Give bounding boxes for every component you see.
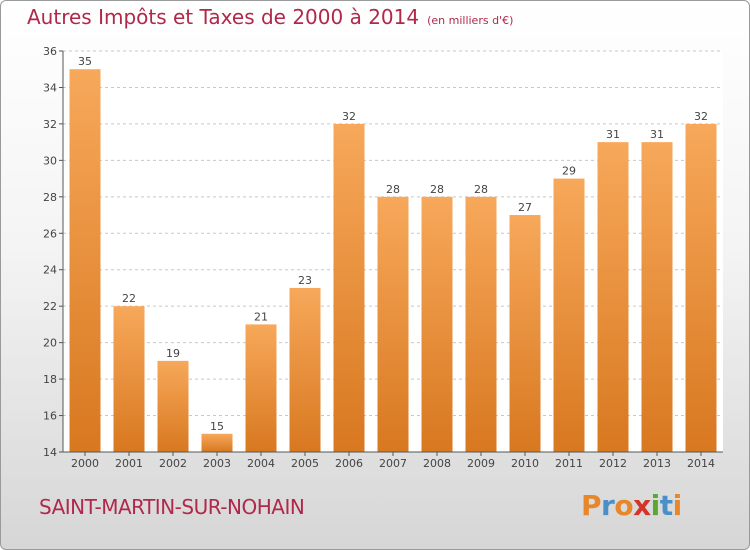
- x-tick-label: 2012: [599, 457, 627, 470]
- bar-2003: [201, 433, 233, 452]
- data-label: 28: [386, 183, 400, 196]
- logo-letter: P: [581, 489, 602, 522]
- bar-2011: [553, 178, 585, 452]
- bar-2014: [685, 123, 717, 452]
- logo-letter: i: [650, 489, 661, 522]
- proxiti-logo: Proxiti: [581, 489, 682, 522]
- x-tick-label: 2000: [71, 457, 99, 470]
- data-label: 32: [694, 110, 708, 123]
- logo-letter: t: [659, 489, 673, 522]
- x-tick-label: 2005: [291, 457, 319, 470]
- logo-letter: o: [614, 489, 634, 522]
- x-tick-label: 2011: [555, 457, 583, 470]
- logo-letter: r: [601, 489, 615, 522]
- data-label: 22: [122, 292, 136, 305]
- logo-letter: i: [672, 489, 683, 522]
- x-tick-label: 2001: [115, 457, 143, 470]
- x-tick-label: 2014: [687, 457, 715, 470]
- data-label: 31: [650, 128, 664, 141]
- bar-2009: [465, 196, 497, 452]
- y-tick-label: 30: [43, 154, 57, 167]
- data-label: 27: [518, 201, 532, 214]
- x-tick-label: 2006: [335, 457, 363, 470]
- y-tick-label: 20: [43, 337, 57, 350]
- x-tick-label: 2008: [423, 457, 451, 470]
- data-label: 21: [254, 310, 268, 323]
- x-tick-label: 2004: [247, 457, 275, 470]
- data-label: 32: [342, 110, 356, 123]
- y-tick-label: 26: [43, 227, 57, 240]
- bar-2004: [245, 324, 277, 452]
- bar-2007: [377, 196, 409, 452]
- x-tick-labels: 2000 2001 2002 2003 2004 2005 2006 2007 2008 2009…: [71, 452, 715, 470]
- bar-2000: [69, 69, 101, 453]
- bar-2010: [509, 215, 541, 452]
- data-label: 15: [210, 420, 224, 433]
- x-tick-label: 2009: [467, 457, 495, 470]
- data-label: 35: [78, 55, 92, 68]
- y-tick-label: 14: [43, 446, 57, 459]
- y-tick-label: 34: [43, 81, 57, 94]
- bar-2002: [157, 360, 189, 452]
- bar-2012: [597, 142, 629, 453]
- bars: [69, 69, 717, 453]
- bar-2005: [289, 287, 321, 452]
- chart-title: Autres Impôts et Taxes de 2000 à 2014: [27, 5, 420, 29]
- data-labels: 35 22 19 15 21 23 32 28 28 28 27 29 31 31 32: [78, 55, 708, 433]
- y-tick-label: 28: [43, 191, 57, 204]
- x-tick-label: 2003: [203, 457, 231, 470]
- y-tick-label: 22: [43, 300, 57, 313]
- logo-letter: x: [633, 489, 651, 522]
- x-tick-label: 2010: [511, 457, 539, 470]
- data-label: 23: [298, 274, 312, 287]
- y-tick-label: 16: [43, 410, 57, 423]
- x-tick-label: 2002: [159, 457, 187, 470]
- commune-name: SAINT-MARTIN-SUR-NOHAIN: [39, 495, 305, 519]
- data-label: 28: [430, 183, 444, 196]
- bar-2013: [641, 142, 673, 453]
- x-tick-label: 2013: [643, 457, 671, 470]
- y-tick-label: 24: [43, 264, 57, 277]
- bar-2008: [421, 196, 453, 452]
- y-tick-label: 36: [43, 45, 57, 58]
- bar-2001: [113, 306, 145, 452]
- chart-title-group: Autres Impôts et Taxes de 2000 à 2014 (en…: [27, 5, 513, 29]
- y-tick-label: 32: [43, 118, 57, 131]
- data-label: 28: [474, 183, 488, 196]
- data-label: 29: [562, 165, 576, 178]
- data-label: 31: [606, 128, 620, 141]
- chart-subtitle: (en milliers d'€): [427, 14, 514, 27]
- x-tick-label: 2007: [379, 457, 407, 470]
- y-tick-label: 18: [43, 373, 57, 386]
- data-label: 19: [166, 347, 180, 360]
- bar-2006: [333, 123, 365, 452]
- y-tick-labels: 14 16 18 20 22 24 26 28 30 32 34 36: [43, 45, 63, 459]
